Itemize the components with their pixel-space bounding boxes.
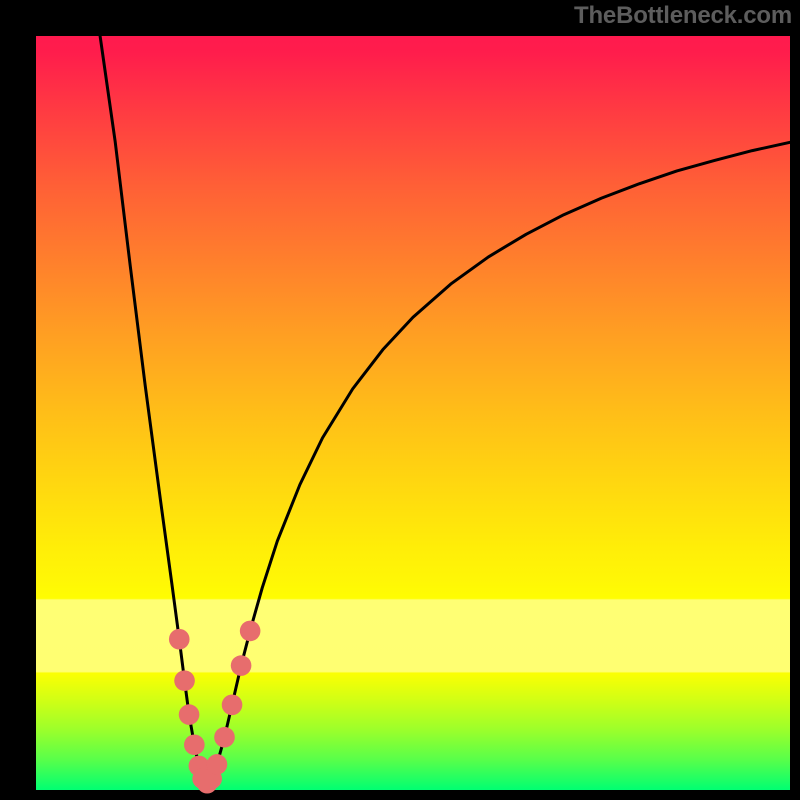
watermark-label: TheBottleneck.com — [574, 2, 792, 30]
curve-marker — [214, 727, 235, 748]
chart-frame: TheBottleneck.com — [0, 0, 800, 800]
curve-marker — [184, 734, 205, 755]
curve-marker — [174, 670, 195, 691]
bottleneck-chart — [0, 0, 800, 800]
curve-marker — [179, 704, 200, 725]
curve-marker — [207, 754, 228, 775]
curve-marker — [222, 695, 243, 716]
curve-marker — [231, 655, 252, 676]
curve-marker — [240, 621, 261, 642]
curve-marker — [169, 629, 190, 650]
